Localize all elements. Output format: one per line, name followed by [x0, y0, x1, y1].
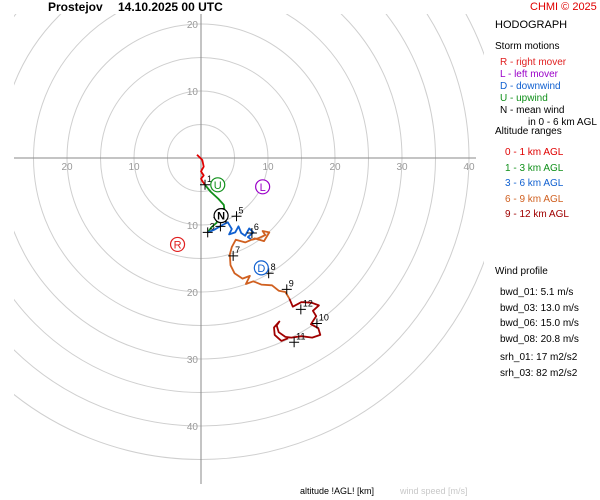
x-tick-label: 20 — [329, 162, 341, 173]
altitude-marker-label: 7 — [235, 245, 240, 255]
panel-list-item: 1 - 3 km AGL — [505, 162, 564, 174]
altitude-marker-cross — [281, 284, 292, 295]
storm-motion-circle — [213, 208, 229, 224]
panel-list-item: srh_01: 17 m2/s2 — [500, 352, 578, 363]
series-line-4 — [228, 230, 291, 300]
altitude-ranges-heading: Altitude ranges — [495, 126, 562, 137]
axis-ticks: 20 10 10 20 30 40 20 10 10 20 30 40 — [61, 20, 475, 433]
y-tick-label: 40 — [187, 422, 199, 433]
x-tick-label: 10 — [262, 162, 274, 173]
panel-title: HODOGRAPH — [495, 19, 568, 31]
panel-list-item: bwd_03: 13.0 m/s — [500, 302, 579, 314]
x-tick-label: 20 — [61, 162, 73, 173]
y-tick-label: 30 — [187, 355, 199, 366]
wind-profile-heading: Wind profile — [495, 266, 548, 277]
panel-list-item: srh_03: 82 m2/s2 — [500, 367, 578, 379]
datetime-label: 14.10.2025 00 UTC — [118, 0, 223, 14]
y-tick-label: 10 — [187, 87, 199, 98]
storm-motion-markers: R L D U N — [169, 177, 271, 276]
altitude-marker-cross — [246, 228, 257, 239]
panel-list-item: bwd_08: 20.8 m/s — [500, 333, 579, 345]
panel-list-item: bwd_01: 5.1 m/s — [500, 287, 574, 298]
panel-list-item: 0 - 1 km AGL — [505, 147, 564, 158]
panel-list-item: U - upwind — [500, 93, 548, 104]
altitude-marker-label: 9 — [289, 278, 294, 288]
y-tick-label: 20 — [187, 20, 199, 31]
panel-list-item: 3 - 6 km AGL — [505, 178, 564, 189]
storm-motion-label: L — [260, 182, 266, 194]
y-tick-label: 20 — [187, 288, 199, 299]
series-line-3 — [207, 221, 255, 241]
x-tick-label: 30 — [396, 162, 408, 173]
x-tick-label: 40 — [463, 162, 475, 173]
speed-ring-40 — [14, 14, 470, 427]
speed-footer-label: wind speed [m/s] — [400, 486, 468, 496]
storm-motion-circle — [169, 236, 186, 253]
altitude-marker-label: 11 — [296, 331, 305, 341]
storm-motion-label: D — [257, 263, 265, 275]
series-line-5 — [273, 298, 322, 342]
storm-motions-heading: Storm motions — [495, 41, 560, 52]
credit-label: CHMI © 2025 — [530, 1, 597, 13]
altitude-marker-cross — [289, 337, 300, 348]
altitude-marker-cross — [228, 250, 239, 261]
altitude-marker-label: 3 — [210, 221, 215, 231]
y-tick-label: 10 — [187, 221, 199, 232]
altitude-marker-cross — [200, 179, 211, 190]
panel-list-item: D - downwind — [500, 81, 561, 92]
altitude-marker-cross — [295, 304, 306, 315]
altitude-marker-label: 8 — [271, 262, 276, 272]
altitude-marker-cross — [202, 227, 213, 238]
shear-list: bwd_01: 5.1 m/s bwd_03: 13.0 m/s bwd_06: 1… — [500, 285, 579, 347]
panel-list-item: N - mean wind — [500, 105, 565, 116]
altitude-footer-label: altitude !AGL! [km] — [300, 486, 375, 496]
storm-motion-label: R — [174, 239, 182, 251]
helicity-list: srh_01: 17 m2/s2 srh_03: 82 m2/s2 — [500, 350, 577, 381]
altitude-marker-label: 6 — [254, 222, 259, 232]
altitude-markers: 123456789101112 — [200, 174, 329, 348]
altitude-marker-cross — [231, 211, 242, 222]
panel-list-item: 9 - 12 km AGL — [505, 209, 569, 220]
panel-list-item: R - right mover — [500, 57, 567, 68]
panel-list-item: L - left mover — [500, 69, 558, 80]
storm-motion-label: U — [214, 180, 222, 192]
axes — [14, 14, 476, 484]
altitude-marker-label: 5 — [239, 205, 244, 215]
series-line-1 — [196, 154, 206, 186]
storm-motion-circle — [255, 179, 271, 195]
storm-motions-list: R - right mover L - left mover D - downwin… — [500, 57, 597, 129]
altitude-marker-cross — [311, 318, 322, 329]
storm-motion-circle — [253, 260, 269, 276]
altitude-marker-label: 12 — [303, 298, 313, 308]
altitude-marker-label: 10 — [319, 312, 329, 322]
panel-list-item: 6 - 9 km AGL — [505, 193, 564, 205]
panel-list-item: bwd_06: 15.0 m/s — [500, 318, 579, 329]
altitude-ranges-list: 0 - 1 km AGL 1 - 3 km AGL 3 - 6 km AGL 6 - … — [505, 145, 569, 223]
altitude-marker-label: 1 — [207, 174, 212, 184]
station-name: Prostejov — [48, 0, 103, 14]
storm-motion-circle — [210, 177, 226, 193]
x-tick-label: 10 — [128, 162, 140, 173]
panel-list-item: in 0 - 6 km AGL — [528, 117, 597, 128]
storm-motion-label: N — [217, 211, 225, 223]
